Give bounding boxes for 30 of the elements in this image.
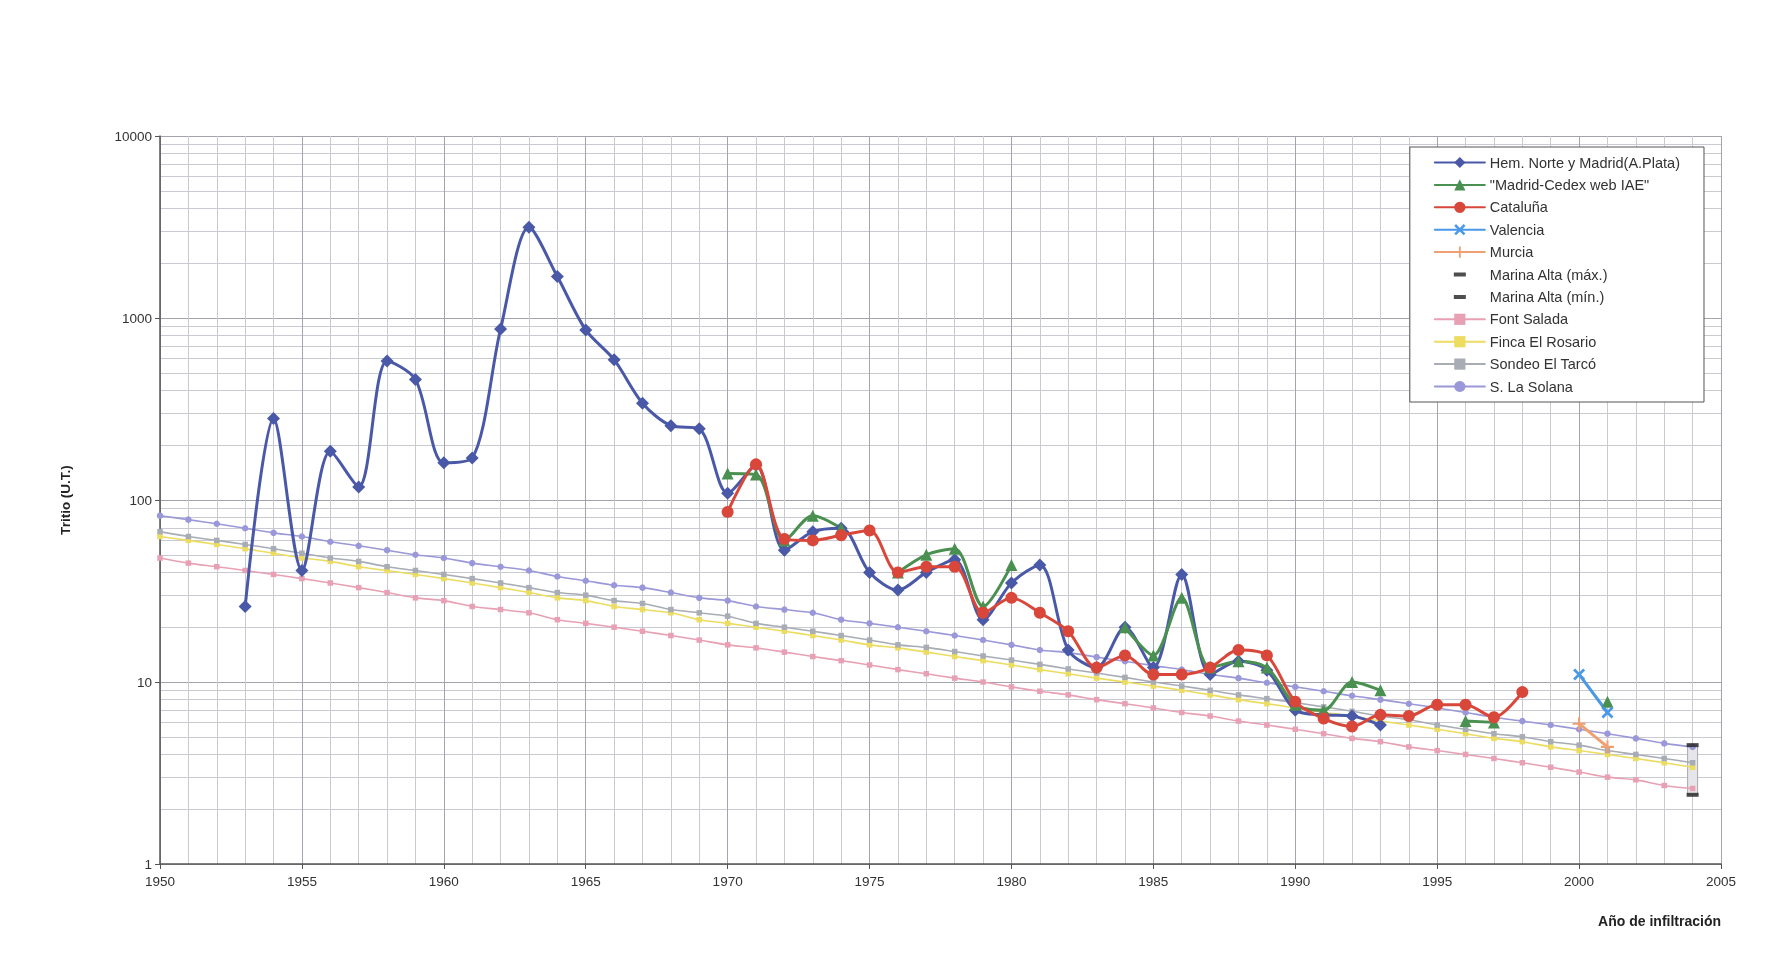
y-tick-label: 1000 (121, 310, 152, 326)
y-tick-label: 10000 (114, 128, 152, 144)
y-tick-label: 1 (144, 856, 152, 872)
legend-label: Valencia (1489, 221, 1546, 238)
x-tick-label: 1980 (996, 873, 1027, 889)
x-tick-label: 1955 (286, 873, 317, 889)
x-tick-label: 2000 (1564, 873, 1595, 889)
legend-label: Marina Alta (mín.) (1489, 288, 1605, 305)
y-tick-label: 100 (129, 492, 152, 508)
x-tick-label: 1990 (1280, 873, 1311, 889)
x-tick-label: 2005 (1705, 873, 1737, 889)
legend-label: Murcia (1489, 244, 1535, 261)
x-axis-title: Año de infiltración (1598, 913, 1721, 929)
x-tick-label: 1965 (570, 873, 601, 889)
y-tick-label: 10 (136, 674, 152, 690)
legend-label: "Madrid-Cedex web IAE" (1489, 176, 1650, 193)
x-tick-label: 1995 (1422, 873, 1453, 889)
legend-label: Cataluña (1489, 199, 1549, 216)
legend-label: Hem. Norte y Madrid(A.Plata) (1489, 154, 1681, 171)
x-tick-label: 1960 (428, 873, 459, 889)
x-tick-label: 1975 (854, 873, 885, 889)
legend-label: Marina Alta (máx.) (1489, 266, 1608, 283)
x-tick-label: 1970 (712, 873, 743, 889)
legend-label: S. La Solana (1489, 378, 1574, 395)
x-tick-label: 1950 (144, 873, 176, 889)
legend-label: Finca El Rosario (1489, 333, 1597, 350)
legend-label: Sondeo El Tarcó (1489, 356, 1596, 373)
y-axis-title: Tritio (U.T.) (57, 465, 73, 535)
legend-label: Font Salada (1489, 311, 1569, 328)
x-tick-label: 1985 (1138, 873, 1169, 889)
